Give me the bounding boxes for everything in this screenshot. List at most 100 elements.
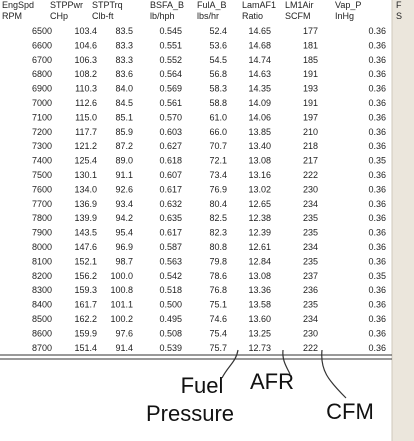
table-cell: 13.58 xyxy=(248,300,271,310)
table-cell: 230 xyxy=(303,328,318,338)
table-cell: 76.9 xyxy=(209,184,227,194)
table-cell: 234 xyxy=(303,314,318,324)
table-cell: 100.8 xyxy=(110,285,133,295)
table-cell: 13.08 xyxy=(248,156,271,166)
table-cell: 0.552 xyxy=(159,55,182,65)
table-cell: 197 xyxy=(303,112,318,122)
table-cell: 7400 xyxy=(32,156,52,166)
table-cell: 7800 xyxy=(32,213,52,223)
table-cell: 0.518 xyxy=(159,285,182,295)
table-cell: 125.4 xyxy=(74,156,97,166)
table-cell: 236 xyxy=(303,285,318,295)
table-cell: 0.36 xyxy=(368,184,386,194)
table-cell: 83.6 xyxy=(115,69,133,79)
table-cell: 7100 xyxy=(32,112,52,122)
table-cell: 0.627 xyxy=(159,141,182,151)
table-cell: 8500 xyxy=(32,314,52,324)
column-header: LamAF1 xyxy=(242,0,276,10)
table-cell: 235 xyxy=(303,300,318,310)
table-cell: 96.9 xyxy=(115,242,133,252)
table-cell: 234 xyxy=(303,199,318,209)
table-cell: 0.36 xyxy=(368,228,386,238)
pointer xyxy=(221,349,239,379)
table-cell: 0.36 xyxy=(368,285,386,295)
table-cell: 185 xyxy=(303,55,318,65)
table-cell: 92.6 xyxy=(115,184,133,194)
table-cell: 147.6 xyxy=(74,242,97,252)
table-cell: 0.35 xyxy=(368,156,386,166)
table-cell: 83.3 xyxy=(115,55,133,65)
table-cell: 80.8 xyxy=(209,242,227,252)
table-cell: 191 xyxy=(303,69,318,79)
table-cell: 0.569 xyxy=(159,84,182,94)
table-cell: 217 xyxy=(303,156,318,166)
table-cell: 54.5 xyxy=(209,55,227,65)
column-header: STPTrq xyxy=(92,0,123,10)
table-cell: 83.5 xyxy=(115,26,133,36)
column-header: lbs/hr xyxy=(197,11,219,21)
table-cell: 0.632 xyxy=(159,199,182,209)
column-header: RPM xyxy=(2,11,22,21)
table-cell: 6900 xyxy=(32,84,52,94)
table-cell: 0.635 xyxy=(159,213,182,223)
table-cell: 104.6 xyxy=(74,40,97,50)
table-cell: 58.3 xyxy=(209,84,227,94)
table-cell: 0.36 xyxy=(368,256,386,266)
table-cell: 13.36 xyxy=(248,285,271,295)
column-header: EngSpd xyxy=(2,0,34,10)
table-cell: 210 xyxy=(303,127,318,137)
table-cell: 222 xyxy=(303,343,318,353)
table-cell: 78.6 xyxy=(209,271,227,281)
table-cell: 0.36 xyxy=(368,199,386,209)
table-cell: 218 xyxy=(303,141,318,151)
column-header: Ratio xyxy=(242,11,263,21)
table-cell: 0.36 xyxy=(368,170,386,180)
table-cell: 0.603 xyxy=(159,127,182,137)
table-cell: 58.8 xyxy=(209,98,227,108)
table-cell: 193 xyxy=(303,84,318,94)
table-cell: 0.36 xyxy=(368,213,386,223)
table-cell: 0.36 xyxy=(368,84,386,94)
table-cell: 13.25 xyxy=(248,328,271,338)
table-cell: 0.508 xyxy=(159,328,182,338)
data-table: EngSpd STPPwr STPTrq BSFA_B FulA_B LamAF1 LM1A… xyxy=(2,0,402,353)
table-cell: 136.9 xyxy=(74,199,97,209)
table-cell: 106.3 xyxy=(74,55,97,65)
table-cell: 97.6 xyxy=(115,328,133,338)
table-cell: 66.0 xyxy=(209,127,227,137)
table-cell: 234 xyxy=(303,242,318,252)
table-cell: 235 xyxy=(303,228,318,238)
side-strip xyxy=(392,0,414,441)
table-cell: 117.7 xyxy=(75,127,97,137)
table-cell: 0.36 xyxy=(368,69,386,79)
table-cell: 82.5 xyxy=(209,213,227,223)
table-cell: 7500 xyxy=(32,170,52,180)
table-cell: 87.2 xyxy=(115,141,133,151)
table-cell: 151.4 xyxy=(74,343,97,353)
column-header: Clb-ft xyxy=(92,11,114,21)
table-cell: 152.1 xyxy=(74,256,97,266)
table-cell: 0.36 xyxy=(368,55,386,65)
table-cell: 56.8 xyxy=(209,69,227,79)
table-cell: 73.4 xyxy=(209,170,227,180)
table-cell: 0.36 xyxy=(368,300,386,310)
table-cell: 103.4 xyxy=(74,26,97,36)
table-cell: 6500 xyxy=(32,26,52,36)
table-cell: 162.2 xyxy=(74,314,97,324)
table-cell: 235 xyxy=(303,256,318,266)
table-cell: 95.4 xyxy=(115,228,133,238)
table-cell: 85.1 xyxy=(115,112,133,122)
table-cell: 130.1 xyxy=(74,170,97,180)
column-header: S xyxy=(396,11,402,21)
table-cell: 0.36 xyxy=(368,242,386,252)
table-cell: 14.68 xyxy=(248,40,271,50)
table-cell: 101.1 xyxy=(110,300,133,310)
table-cell: 0.561 xyxy=(159,98,182,108)
table-cell: 14.63 xyxy=(248,69,271,79)
column-header: InHg xyxy=(335,11,354,21)
annotation-text: Fuel xyxy=(181,373,224,398)
column-header: F xyxy=(396,0,402,10)
table-cell: 230 xyxy=(303,184,318,194)
table-cell: 156.2 xyxy=(74,271,97,281)
